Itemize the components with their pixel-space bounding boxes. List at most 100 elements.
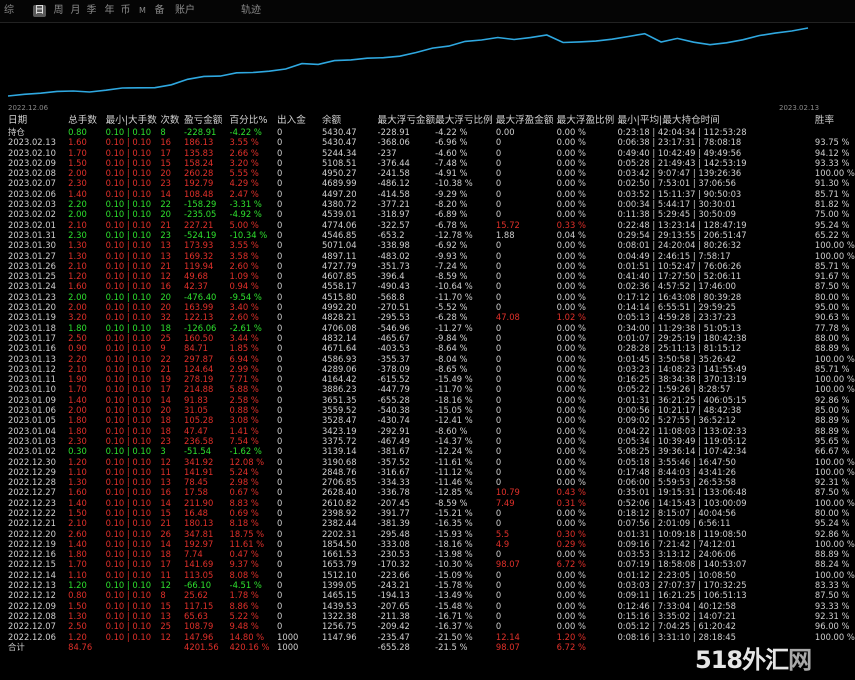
tab-currency[interactable]: 币 [120, 5, 131, 16]
table-row[interactable]: 2023.01.02 0.30 0.10 | 0.10 3 -51.54 -1.62 % 0… [8, 446, 855, 456]
header-deposit[interactable]: 出入金 [277, 115, 306, 126]
header-max-float-loss-pct[interactable]: 最大浮亏比例 [435, 115, 493, 126]
table-row[interactable]: 2022.12.20 2.60 0.10 | 0.10 26 347.81 18.75 %… [8, 529, 855, 539]
holding-row[interactable]: 持仓 0.80 0.10 | 0.10 8 -228.91 -4.22 % 0 5430.47… [8, 127, 855, 137]
table-row[interactable]: 2022.12.30 1.20 0.10 | 0.10 12 341.92 12.08 %… [8, 457, 855, 467]
table-row[interactable]: 2023.01.04 1.80 0.10 | 0.10 18 47.47 1.41 % 0 3… [8, 426, 855, 436]
table-row[interactable]: 2022.12.19 1.40 0.10 | 0.10 14 192.97 11.61 %… [8, 539, 855, 549]
table-row[interactable]: 2022.12.28 1.30 0.10 | 0.10 13 78.45 2.98 % 0 2… [8, 477, 855, 487]
tab-year[interactable]: 年 [104, 5, 115, 16]
total-row[interactable]: 合计 84.76 4201.56 420.16 % 1000 -655.28 -21.5 %… [8, 642, 855, 652]
tab-overview[interactable]: 综 [4, 5, 14, 16]
cell-max-float-profit: 0 [495, 394, 502, 405]
table-row[interactable]: 2023.02.13 1.60 0.10 | 0.10 16 186.13 3.55 % 0… [8, 137, 855, 147]
cell-total-lots: 1.40 [68, 188, 87, 199]
table-row[interactable]: 2023.01.25 1.20 0.10 | 0.10 12 49.68 1.09 % 0 4… [8, 271, 855, 281]
table-row[interactable]: 2023.01.24 1.60 0.10 | 0.10 16 42.37 0.94 % 0 4… [8, 281, 855, 291]
cell-max-float-profit: 98.07 [495, 559, 520, 570]
cell-win-rate: 100.00 % [814, 538, 855, 549]
table-row[interactable]: 2022.12.07 2.50 0.10 | 0.10 25 108.79 9.48 % 0… [8, 621, 855, 631]
tab-account[interactable]: 账户 [175, 5, 195, 16]
table-row[interactable]: 2023.01.03 2.30 0.10 | 0.10 23 236.58 7.54 % 0… [8, 436, 855, 446]
cell-deposit: 0 [277, 343, 283, 354]
tab-day[interactable]: 日 [33, 5, 46, 17]
cell-hold-time: 0:04:22 | 11:08:03 | 133:02:33 [617, 425, 747, 436]
cell-max-float-loss: -403.53 [377, 343, 410, 354]
table-row[interactable]: 2022.12.14 1.10 0.10 | 0.10 11 113.05 8.08 % 0… [8, 570, 855, 580]
table-row[interactable]: 2022.12.29 1.10 0.10 | 0.10 11 141.91 5.24 % 0… [8, 467, 855, 477]
table-row[interactable]: 2023.01.20 2.00 0.10 | 0.10 20 163.99 3.40 % 0… [8, 302, 855, 312]
table-row[interactable]: 2023.01.05 1.80 0.10 | 0.10 18 105.28 3.08 % 0… [8, 415, 855, 425]
tab-note[interactable]: 备 [154, 5, 165, 16]
table-row[interactable]: 2023.01.26 2.10 0.10 | 0.10 21 119.94 2.60 % 0… [8, 261, 855, 271]
cell-balance: 5071.04 [321, 240, 357, 251]
header-max-float-loss[interactable]: 最大浮亏金额 [377, 115, 436, 126]
table-row[interactable]: 2023.01.11 1.90 0.10 | 0.10 19 278.19 7.71 % 0… [8, 374, 855, 384]
cell-total-lots: 2.00 [68, 405, 87, 416]
tab-quarter[interactable]: 季 [86, 5, 97, 16]
table-row[interactable]: 2023.01.18 1.80 0.10 | 0.10 18 -126.06 -2.61 … [8, 323, 855, 333]
table-row[interactable]: 2023.02.03 2.20 0.10 | 0.10 22 -158.29 -3.31 … [8, 199, 855, 209]
header-date[interactable]: 日期 [8, 115, 28, 126]
cell-max-float-loss: -615.52 [377, 374, 410, 385]
cell-total-lots: 2.00 [68, 291, 87, 302]
table-row[interactable]: 2023.01.30 1.30 0.10 | 0.10 13 173.93 3.55 % 0… [8, 240, 855, 250]
cell-hold-time: 0:12:46 | 7:33:04 | 40:12:58 [617, 600, 736, 611]
tab-week[interactable]: 周 [53, 5, 64, 16]
cell-hold-time: 0:16:25 | 38:34:38 | 370:13:19 [617, 374, 747, 385]
table-row[interactable]: 2022.12.09 1.50 0.10 | 0.10 15 117.15 8.86 % 0… [8, 601, 855, 611]
table-row[interactable]: 2023.02.01 2.10 0.10 | 0.10 21 227.21 5.00 % 0… [8, 220, 855, 230]
table-row[interactable]: 2022.12.13 1.20 0.10 | 0.10 12 -66.10 -4.51 %… [8, 580, 855, 590]
table-row[interactable]: 2023.01.10 1.70 0.10 | 0.10 17 214.88 5.88 % 0… [8, 384, 855, 394]
table-row[interactable]: 2022.12.23 1.40 0.10 | 0.10 14 211.90 8.83 % 0… [8, 498, 855, 508]
table-row[interactable]: 2023.01.06 2.00 0.10 | 0.10 20 31.05 0.88 % 0 3… [8, 405, 855, 415]
table-row[interactable]: 2023.01.19 3.20 0.10 | 0.10 32 122.13 2.60 % 0… [8, 312, 855, 322]
table-row[interactable]: 2023.02.08 2.00 0.10 | 0.10 20 260.28 5.55 % 0… [8, 168, 855, 178]
table-row[interactable]: 2023.01.27 1.30 0.10 | 0.10 13 169.32 3.58 % 0… [8, 251, 855, 261]
header-percent[interactable]: 百分比% [229, 115, 268, 126]
table-row[interactable]: 2022.12.06 1.20 0.10 | 0.10 12 147.96 14.80 %… [8, 632, 855, 642]
table-row[interactable]: 2023.02.07 2.30 0.10 | 0.10 23 192.79 4.29 % 0… [8, 178, 855, 188]
header-min-max-lots[interactable]: 最小|大手数 [105, 115, 157, 126]
cell-balance: 4515.80 [321, 291, 357, 302]
table-row[interactable]: 2022.12.27 1.60 0.10 | 0.10 16 17.58 0.67 % 0 2… [8, 487, 855, 497]
header-balance[interactable]: 余额 [321, 115, 342, 126]
header-win-rate[interactable]: 胜率 [814, 115, 835, 126]
table-row[interactable]: 2023.02.09 1.50 0.10 | 0.10 15 158.24 3.20 % 0… [8, 158, 855, 168]
cell-max-float-profit-pct: 0.00 % [556, 302, 586, 313]
table-row[interactable]: 2022.12.21 2.10 0.10 | 0.10 21 180.13 8.18 % 0… [8, 518, 855, 528]
cell-hold-time: 0:52:06 | 14:15:43 | 103:00:09 [617, 497, 747, 508]
tab-month[interactable]: 月 [70, 5, 81, 16]
table-row[interactable]: 2022.12.12 0.80 0.10 | 0.10 8 25.62 1.78 % 0 14… [8, 590, 855, 600]
table-row[interactable]: 2023.01.13 2.20 0.10 | 0.10 22 297.87 6.94 % 0… [8, 354, 855, 364]
table-row[interactable]: 2023.02.02 2.00 0.10 | 0.10 20 -235.05 -4.92 … [8, 209, 855, 219]
table-row[interactable]: 2023.01.23 2.00 0.10 | 0.10 20 -476.40 -9.54 … [8, 292, 855, 302]
chart-start-date: 2022.12.06 [8, 104, 49, 112]
cell-min-max-lots: 0.10 | 0.10 [105, 312, 152, 323]
cell-date: 2022.12.16 [8, 549, 56, 560]
cell-percent: -4.51 % [229, 580, 262, 591]
table-row[interactable]: 2023.02.10 1.70 0.10 | 0.10 17 135.83 2.66 % 0… [8, 148, 855, 158]
header-count[interactable]: 次数 [160, 115, 180, 126]
tab-magic[interactable]: M [139, 6, 146, 15]
header-total-lots[interactable]: 总手数 [68, 115, 97, 126]
header-pnl[interactable]: 盈亏金额 [184, 115, 223, 126]
cell-balance: 1147.96 [321, 631, 357, 642]
table-row[interactable]: 2023.01.16 0.90 0.10 | 0.10 9 84.71 1.85 % 0 46… [8, 343, 855, 353]
table-row[interactable]: 2023.01.17 2.50 0.10 | 0.10 25 160.50 3.44 % 0… [8, 333, 855, 343]
table-row[interactable]: 2023.01.12 2.10 0.10 | 0.10 21 124.64 2.99 % 0… [8, 364, 855, 374]
table-row[interactable]: 2022.12.08 1.30 0.10 | 0.10 13 65.63 5.22 % 0 1… [8, 611, 855, 621]
header-max-float-profit-pct[interactable]: 最大浮盈比例 [556, 115, 615, 126]
cell-hold-time: 0:08:01 | 24:20:04 | 80:26:32 [617, 240, 742, 251]
header-max-float-profit[interactable]: 最大浮盈金额 [495, 115, 554, 126]
tab-trajectory[interactable]: 轨迹 [241, 5, 261, 16]
header-hold-time[interactable]: 最小|平均|最大持仓时间 [617, 115, 720, 126]
table-row[interactable]: 2023.01.09 1.40 0.10 | 0.10 14 91.83 2.58 % 0 3… [8, 395, 855, 405]
cell-percent: 0.47 % [229, 549, 259, 560]
table-row[interactable]: 2022.12.16 1.80 0.10 | 0.10 18 7.74 0.47 % 0 16… [8, 549, 855, 559]
table-row[interactable]: 2023.02.06 1.40 0.10 | 0.10 14 108.48 2.47 % 0… [8, 189, 855, 199]
table-row[interactable]: 2023.01.31 2.30 0.10 | 0.10 23 -524.19 -10.34… [8, 230, 855, 240]
table-row[interactable]: 2022.12.22 1.50 0.10 | 0.10 15 16.48 0.69 % 0 2… [8, 508, 855, 518]
table-row[interactable]: 2022.12.15 1.70 0.10 | 0.10 17 141.69 9.37 % 0… [8, 559, 855, 569]
cell-total-lots: 1.50 [68, 157, 87, 168]
